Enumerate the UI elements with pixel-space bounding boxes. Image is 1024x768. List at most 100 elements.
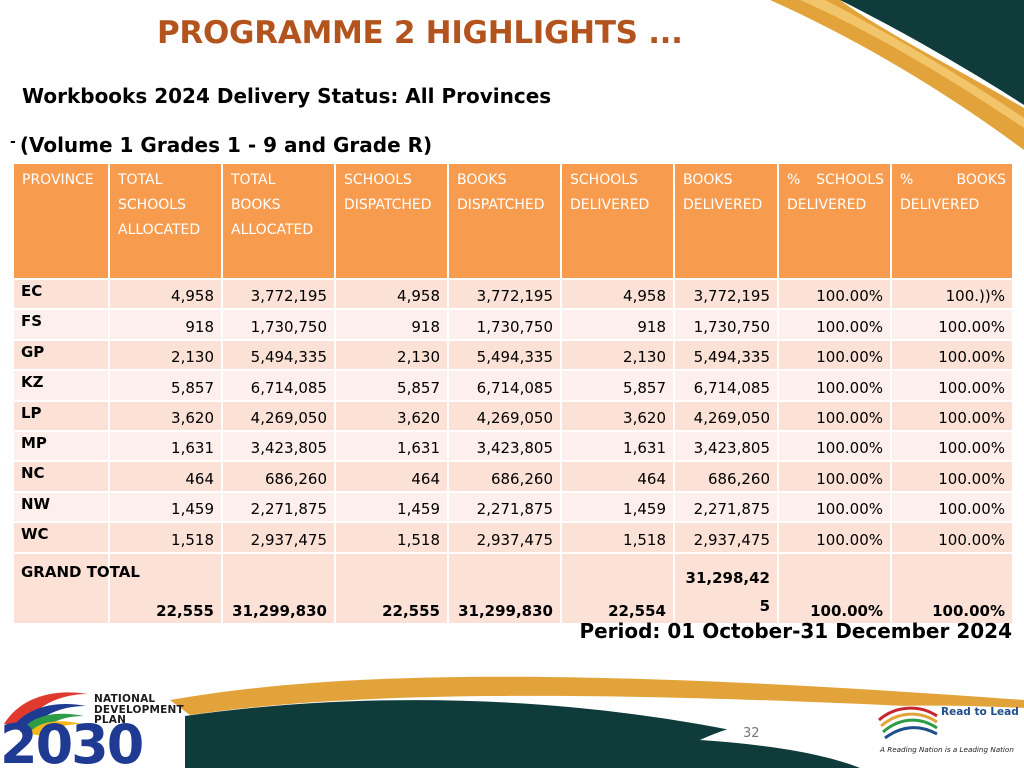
province-cell: EC (12, 277, 110, 311)
header-total-books-allocated: TOTAL BOOKS ALLOCATED (221, 162, 336, 280)
ndp-line-2: DEVELOPMENT (94, 703, 184, 716)
table-cell: 3,620 (560, 399, 675, 432)
table-row: NW 1,459 2,271,875 1,459 2,271,875 1,459… (12, 490, 1014, 524)
table-row: MP 1,631 3,423,805 1,631 3,423,805 1,631… (12, 429, 1014, 463)
table-cell: 918 (560, 308, 675, 341)
ndp-logo-text: NATIONAL DEVELOPMENT PLAN (94, 694, 184, 726)
table-cell: 3,620 (334, 399, 449, 432)
volume-caption: - (Volume 1 Grades 1 - 9 and Grade R) (10, 133, 432, 157)
table-cell: 100.00% (890, 429, 1014, 463)
table-cell: 918 (108, 308, 223, 341)
province-cell: LP (12, 399, 110, 432)
table-cell: 100.00% (777, 277, 892, 311)
table-cell: 2,937,475 (447, 521, 562, 554)
province-cell: NC (12, 460, 110, 493)
grand-total-label: GRAND TOTAL (12, 551, 140, 625)
table-cell: 4,269,050 (221, 399, 336, 432)
province-cell: FS (12, 308, 110, 341)
slide-title: PROGRAMME 2 HIGHLIGHTS ... (157, 15, 683, 51)
table-cell: 4,958 (334, 277, 449, 311)
table-cell: 100.00% (777, 490, 892, 524)
table-cell: 4,958 (560, 277, 675, 311)
table-cell: 5,857 (108, 369, 223, 402)
header-pct-schools-delivered: % SCHOOLS DELIVERED (777, 162, 892, 280)
table-cell: 6,714,085 (673, 369, 779, 402)
table-cell: 2,271,875 (221, 490, 336, 524)
total-cell: 31,299,830 (221, 551, 336, 625)
table-cell: 1,631 (560, 429, 675, 463)
bullet-dash: - (10, 134, 16, 150)
read-to-lead-title: Read to Lead (941, 706, 1019, 718)
table-cell: 686,260 (673, 460, 779, 493)
table-cell: 6,714,085 (221, 369, 336, 402)
table-cell: 2,937,475 (673, 521, 779, 554)
table-cell: 100.00% (890, 490, 1014, 524)
table-row: LP 3,620 4,269,050 3,620 4,269,050 3,620… (12, 399, 1014, 432)
table-cell: 100.00% (890, 521, 1014, 554)
reporting-period: Period: 01 October-31 December 2024 (579, 619, 1012, 643)
table-cell: 1,459 (560, 490, 675, 524)
table-cell: 100.00% (890, 308, 1014, 341)
table-cell: 3,772,195 (447, 277, 562, 311)
table-cell: 100.00% (890, 369, 1014, 402)
table-cell: 100.00% (777, 399, 892, 432)
table-cell: 1,518 (334, 521, 449, 554)
table-row: FS 918 1,730,750 918 1,730,750 918 1,730… (12, 308, 1014, 341)
table-cell: 100.00% (777, 308, 892, 341)
table-cell: 5,494,335 (447, 338, 562, 372)
table-cell: 100.00% (890, 338, 1014, 372)
table-cell: 2,271,875 (447, 490, 562, 524)
table-cell: 5,857 (334, 369, 449, 402)
table-cell: 5,494,335 (673, 338, 779, 372)
table-cell: 2,271,875 (673, 490, 779, 524)
table-cell: 100.00% (777, 338, 892, 372)
total-cell: 22,555 (334, 551, 449, 625)
header-schools-delivered: SCHOOLS DELIVERED (560, 162, 675, 280)
slide-subtitle: Workbooks 2024 Delivery Status: All Prov… (22, 84, 552, 108)
province-cell: KZ (12, 369, 110, 402)
delivery-status-table: PROVINCE TOTAL SCHOOLS ALLOCATED TOTAL B… (12, 162, 1014, 625)
total-cell: 22,554 (560, 551, 675, 625)
total-cell: 100.00% (777, 551, 892, 625)
ndp-year: 2030 (0, 713, 144, 768)
table-cell: 4,269,050 (447, 399, 562, 432)
ndp-flag-icon (4, 692, 88, 736)
table-cell: 100.00% (777, 369, 892, 402)
total-cell: 31,299,830 (447, 551, 562, 625)
page-number: 32 (743, 726, 760, 741)
table-cell: 1,730,750 (447, 308, 562, 341)
table-cell: 1,631 (334, 429, 449, 463)
header-pct-books-delivered: % BOOKS DELIVERED (890, 162, 1014, 280)
read-to-lead-book-icon (878, 706, 938, 740)
header-schools-dispatched: SCHOOLS DISPATCHED (334, 162, 449, 280)
total-cell: 22,555 (108, 551, 223, 625)
province-cell: GP (12, 338, 110, 372)
total-cell: 31,298,425 (673, 551, 779, 625)
table-cell: 2,130 (108, 338, 223, 372)
table-cell: 100.00% (777, 521, 892, 554)
table-cell: 100.00% (890, 460, 1014, 493)
header-books-delivered: BOOKS DELIVERED (673, 162, 779, 280)
table-cell: 1,730,750 (221, 308, 336, 341)
ndp-line-3: PLAN (94, 714, 127, 726)
table-cell: 3,423,805 (673, 429, 779, 463)
table-cell: 1,518 (108, 521, 223, 554)
table-cell: 5,494,335 (221, 338, 336, 372)
table-cell: 1,518 (560, 521, 675, 554)
volume-text: (Volume 1 Grades 1 - 9 and Grade R) (19, 133, 433, 157)
header-province: PROVINCE (12, 162, 110, 280)
table-row: EC 4,958 3,772,195 4,958 3,772,195 4,958… (12, 277, 1014, 311)
province-cell: WC (12, 521, 110, 554)
table-cell: 1,631 (108, 429, 223, 463)
table-cell: 464 (334, 460, 449, 493)
table-cell: 3,620 (108, 399, 223, 432)
table-cell: 100.00% (777, 429, 892, 463)
table-cell: 2,130 (560, 338, 675, 372)
table-cell: 5,857 (560, 369, 675, 402)
table-cell: 6,714,085 (447, 369, 562, 402)
table-cell: 100.00% (890, 399, 1014, 432)
table-cell: 686,260 (221, 460, 336, 493)
read-to-lead-tagline: A Reading Nation is a Leading Nation (880, 745, 1014, 754)
table-cell: 3,423,805 (447, 429, 562, 463)
